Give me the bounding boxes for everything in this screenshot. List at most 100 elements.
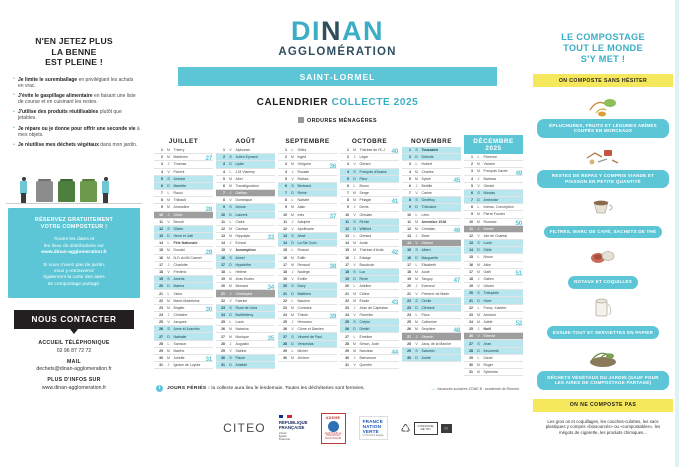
weekday-letter: M xyxy=(229,234,232,239)
collection-day-row: 2 S Julien Eymard xyxy=(216,154,275,162)
weekday-letter: L xyxy=(353,334,356,339)
saint-name: Thérèse de l'E-J xyxy=(359,148,385,153)
day-number: 20 xyxy=(221,284,225,289)
saint-name: Baudouin xyxy=(359,262,375,267)
collection-day-row: 2 D Défunts xyxy=(402,154,461,162)
saint-name: Ambroise xyxy=(483,198,499,203)
day-number: 19 xyxy=(407,277,411,282)
weekday-letter: S xyxy=(477,291,480,296)
week-number: 34 xyxy=(267,284,274,292)
saint-name: René xyxy=(359,277,368,282)
saint-name: Noël xyxy=(483,327,492,332)
day-number: 10 xyxy=(159,212,163,217)
weekday-letter: M xyxy=(167,248,170,253)
day-row: 15 L Roland xyxy=(278,247,337,255)
saint-name: Théophile xyxy=(483,291,499,296)
weekday-letter: V xyxy=(415,291,418,296)
day-row: 15 L Ninon xyxy=(464,254,523,262)
logo-subtitle: AGGLOMÉRATION xyxy=(278,46,397,58)
website-value[interactable]: www.dinan-agglomeration.fr xyxy=(41,384,107,391)
saint-name: Florentin xyxy=(359,313,374,318)
day-number: 3 xyxy=(161,162,163,167)
day-number: 4 xyxy=(347,169,349,174)
day-number: 19 xyxy=(345,277,349,282)
day-row: 17 J Charlotte xyxy=(154,262,213,269)
month-days: 1 V Alphonse 2 S Julien Eymard 3 D Lydie 4 L J-M Vi… xyxy=(216,147,275,370)
composter-website-link[interactable]: www.dinan-agglomeration.fr xyxy=(41,250,107,256)
saint-name: Brigitte xyxy=(173,305,185,310)
weekday-letter: S xyxy=(415,298,418,303)
day-number: 29 xyxy=(407,348,411,353)
weekday-letter: L xyxy=(167,241,170,246)
saint-name: Grégoire xyxy=(297,162,312,167)
saint-name: Ninon xyxy=(483,255,493,260)
month-column: NOVEMBRE 1 S Toussaint 2 D Défunts 3 L Hubert 4 M Ch… xyxy=(402,135,461,376)
day-number: 11 xyxy=(283,219,287,224)
saint-name: Pélagie xyxy=(359,198,372,203)
collection-day-row: 19 S Arsène xyxy=(154,276,213,284)
day-number: 27 xyxy=(283,334,287,339)
saint-name: Saturnin xyxy=(421,348,435,353)
mail-value[interactable]: dechets@dinan-agglomeration.fr xyxy=(36,366,112,373)
saint-name: Florent xyxy=(173,169,185,174)
weekday-letter: M xyxy=(291,262,294,267)
tip-bold: J'évite le gaspillage alimentaire xyxy=(18,92,93,99)
day-row: 21 J Christophe xyxy=(216,290,275,298)
phone-value[interactable]: 02 96 87 72 72 xyxy=(56,347,92,354)
day-number: 23 xyxy=(283,305,287,310)
weekday-letter: S xyxy=(167,226,170,231)
day-number: 17 xyxy=(407,262,411,267)
weekday-letter: M xyxy=(415,226,418,231)
day-row: 9 M Pierre Fourier xyxy=(464,211,523,219)
composter-reservation-box: RÉSERVEZ GRATUITEMENT VOTRE COMPOSTEUR !… xyxy=(8,208,140,299)
contact-us-button[interactable]: NOUS CONTACTER xyxy=(14,310,134,335)
saint-name: Amandine xyxy=(173,205,190,210)
day-number: 25 xyxy=(221,320,225,325)
saint-name: Hélène xyxy=(235,270,247,274)
day-row: 11 J Daniel xyxy=(464,225,523,233)
day-number: 23 xyxy=(345,305,349,310)
weekday-letter: J xyxy=(477,176,480,181)
week-number: 51 xyxy=(515,269,522,277)
composter-box-body: Toutes les dates et les lieux de distrib… xyxy=(15,237,133,256)
day-row: 1 M Thérèse de l'E-J 40 xyxy=(340,147,399,155)
saint-name: Raïssa xyxy=(297,176,309,181)
day-number: 12 xyxy=(469,233,473,238)
saint-name: Sabine xyxy=(235,348,247,353)
day-row: 8 M Thibault xyxy=(154,197,213,205)
day-number: 18 xyxy=(407,270,411,274)
weekday-letter: L xyxy=(291,348,294,353)
day-row: 25 M Catherine xyxy=(402,319,461,327)
compost-item-label: FILTRES, MARC DE CAFÉ, SACHETS DE THÉ xyxy=(543,225,663,239)
saint-name: David xyxy=(483,355,493,360)
day-number: 15 xyxy=(283,248,287,253)
weekday-letter: D xyxy=(229,262,232,267)
compost-item: ESSUIE-TOUT ET SERVIETTES EN PAPIER xyxy=(533,295,673,340)
collection-day-row: 25 S Crépin xyxy=(340,319,399,327)
day-row: 2 M Ingrid xyxy=(278,154,337,162)
tip-rest: en faisant une liste de course et en cui… xyxy=(18,92,136,105)
day-row: 16 M N-D du Mt Carmel xyxy=(154,255,213,262)
day-row: 27 J Séverin xyxy=(402,333,461,341)
saint-name: Thierry xyxy=(173,148,185,153)
weekday-letter: V xyxy=(229,198,232,203)
weekday-letter: L xyxy=(291,198,294,203)
collection-day-row: 30 D André xyxy=(402,354,461,363)
weekday-letter: L xyxy=(477,205,480,210)
day-row: 8 M Pélagie 41 xyxy=(340,197,399,205)
collection-day-row: 11 S Firmin xyxy=(340,218,399,226)
saint-name: Mariette xyxy=(173,183,187,188)
day-number: 17 xyxy=(469,269,473,274)
waste-reduction-title: N'EN JETEZ PLUS LA BENNE EST PLEINE ! xyxy=(10,36,138,68)
composter-body2-line-1: Si vous n'avez pas de jardin, xyxy=(42,262,106,268)
day-row: 19 M Jean Eudes xyxy=(216,276,275,284)
compost-item-label: ÉPLUCHURES, FRUITS ET LÉGUMES ABÎMÉS COU… xyxy=(537,119,669,138)
collection-day-row: 26 D Dimitri xyxy=(340,326,399,334)
day-number: 16 xyxy=(469,262,473,267)
collection-day-row: 7 D Reine xyxy=(278,190,337,198)
saint-name: Léon xyxy=(421,212,430,217)
day-number: 22 xyxy=(283,298,287,303)
day-number: 28 xyxy=(469,348,473,353)
day-number: 3 xyxy=(223,162,225,167)
day-number: 8 xyxy=(409,198,411,203)
